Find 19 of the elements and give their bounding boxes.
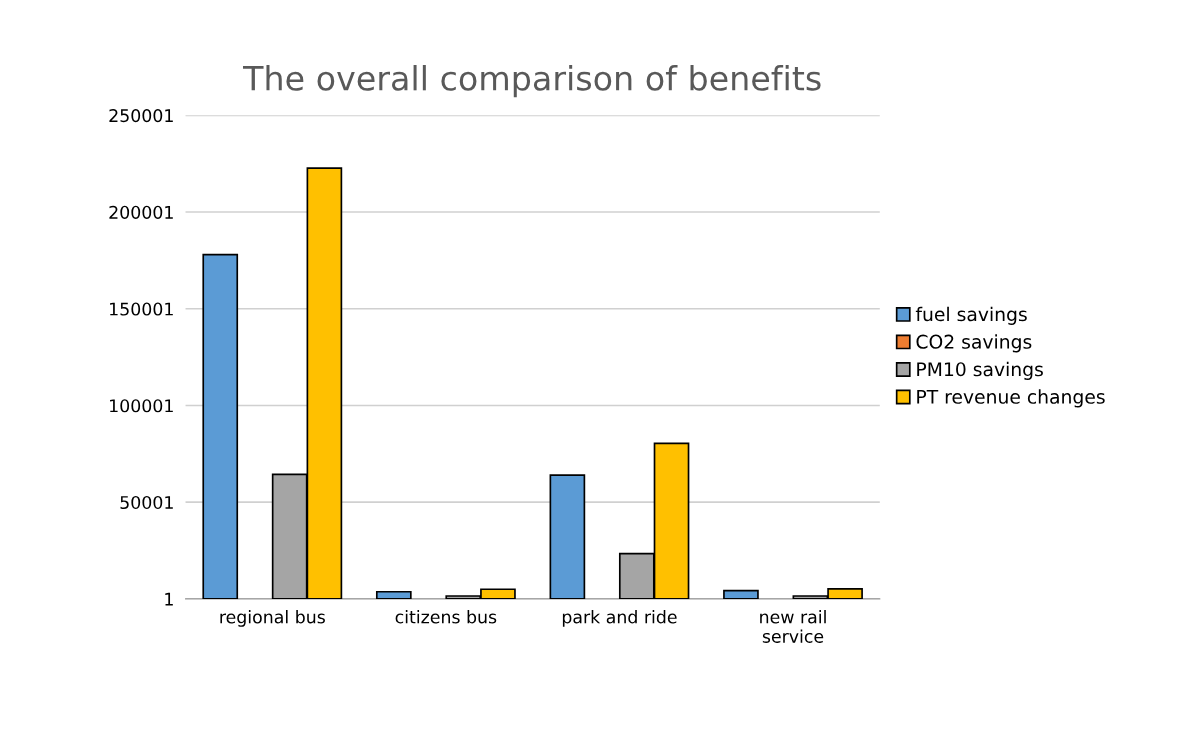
y-tick-label: 1	[165, 592, 173, 606]
x-tick-label: park and ride	[562, 610, 677, 627]
legend-label: PT revenue changes	[917, 389, 1105, 408]
x-tick-label: regional bus	[220, 610, 325, 627]
x-tick-label: citizens bus	[395, 610, 497, 624]
y-tick-label: 250001	[109, 109, 173, 123]
y-tick-label: 50001	[120, 495, 173, 510]
bar	[375, 590, 412, 599]
y-tick-label: 100001	[110, 399, 173, 413]
y-tick-label: 200001	[109, 205, 173, 219]
legend-label: CO2 savings	[916, 334, 1032, 353]
y-tick-label: 150001	[110, 302, 173, 316]
legend-label: fuel savings	[915, 306, 1027, 325]
bar	[202, 253, 239, 599]
bar	[723, 589, 759, 599]
chart-title: The overall comparison of benefits	[242, 64, 821, 98]
bar	[549, 474, 586, 599]
legend-label: PM10 savings	[917, 361, 1043, 380]
x-tick-label: new rail service	[760, 610, 826, 643]
